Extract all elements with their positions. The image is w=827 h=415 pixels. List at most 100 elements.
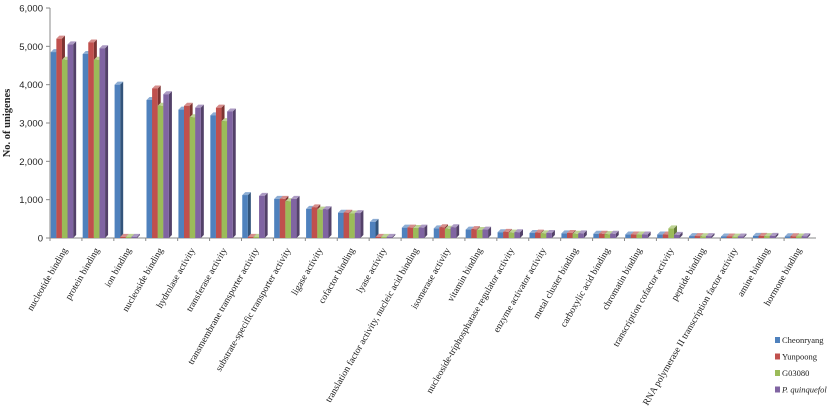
chart-legend: Cheonryang Yunpoong G03080 P. quinquefolius — [775, 335, 827, 395]
bar-top — [752, 232, 762, 236]
legend-label: P. quinquefolius — [781, 385, 827, 395]
bar-side — [120, 81, 124, 239]
bar-top — [561, 230, 571, 234]
bar-side — [424, 224, 428, 238]
bar — [476, 229, 483, 238]
bar-top — [508, 229, 518, 233]
bar — [657, 234, 663, 238]
category-label: peptide binding — [670, 246, 708, 303]
bar — [163, 94, 169, 238]
bar-top — [131, 233, 140, 237]
bar-top — [439, 224, 448, 228]
bar — [732, 236, 738, 238]
y-tick-label: 6,000 — [19, 4, 43, 15]
bar — [567, 233, 573, 238]
bar — [726, 236, 733, 238]
bar-top — [195, 104, 204, 108]
bar — [311, 207, 318, 238]
bar-side — [583, 230, 587, 238]
legend-swatch — [775, 337, 780, 343]
legend-label: G03080 — [782, 368, 809, 378]
bar-top — [630, 231, 640, 235]
bar — [769, 235, 776, 238]
bar — [503, 231, 509, 238]
bar — [572, 233, 579, 238]
bar-top — [242, 192, 251, 196]
bar-top — [125, 233, 135, 237]
category-label: lyase activity — [355, 246, 389, 295]
bar-top — [418, 224, 428, 228]
bar-top — [471, 226, 480, 230]
bar-top — [578, 230, 587, 234]
bar — [465, 229, 472, 238]
bar — [386, 236, 393, 238]
bar — [418, 227, 425, 238]
y-axis-title: No. of unigenes — [2, 89, 13, 158]
bar — [593, 233, 599, 238]
bar — [561, 233, 568, 238]
bar — [322, 209, 329, 238]
bar-top — [529, 230, 539, 234]
bar — [114, 84, 121, 239]
bar — [668, 228, 674, 238]
bar-top — [279, 195, 289, 199]
bar-top — [657, 231, 666, 235]
bar-top — [369, 218, 379, 222]
bar-top — [503, 228, 512, 232]
bar — [758, 235, 765, 238]
bar — [157, 105, 164, 238]
bar — [184, 105, 190, 238]
bar-side — [711, 233, 715, 238]
bar — [253, 236, 260, 238]
chart-bars — [50, 35, 811, 239]
bar-side — [328, 206, 332, 238]
legend-label: Cheonryang — [782, 335, 824, 345]
bar-top — [726, 233, 736, 237]
bar — [625, 234, 631, 238]
bar-top — [433, 225, 443, 229]
bar — [125, 236, 132, 238]
bar — [259, 195, 265, 238]
bar — [540, 233, 547, 238]
bar — [444, 228, 451, 238]
bar-side — [375, 218, 379, 238]
bar-side — [360, 210, 364, 238]
bar — [694, 236, 701, 238]
bar — [381, 236, 387, 238]
bar — [247, 236, 254, 238]
y-tick-label: 1,000 — [19, 195, 43, 206]
bar — [433, 228, 440, 238]
bar-side — [615, 230, 619, 238]
bar — [317, 209, 323, 238]
category-label: transcription cofactor activity — [611, 246, 677, 349]
bar-side — [488, 226, 492, 238]
bar — [221, 121, 228, 238]
bar — [349, 213, 355, 238]
bar — [354, 213, 361, 238]
bar — [146, 100, 153, 238]
bar — [407, 227, 414, 238]
bar — [439, 227, 445, 238]
bar — [401, 227, 408, 238]
bar — [662, 234, 669, 238]
bar — [306, 208, 312, 238]
bar — [796, 236, 802, 238]
category-label: ion binding — [104, 246, 135, 289]
bar — [721, 236, 727, 238]
bar-top — [732, 233, 741, 237]
bar-top — [401, 224, 411, 228]
bar — [689, 236, 695, 238]
bar — [529, 233, 536, 238]
bar — [285, 201, 291, 238]
bar-side — [392, 233, 396, 238]
bar-top — [381, 233, 390, 237]
bar-top — [99, 45, 109, 49]
bar — [279, 198, 286, 238]
bar-top — [317, 206, 326, 210]
bar-side — [647, 231, 651, 238]
bar-top — [482, 226, 492, 230]
bar-top — [673, 231, 683, 235]
bar — [274, 198, 280, 238]
